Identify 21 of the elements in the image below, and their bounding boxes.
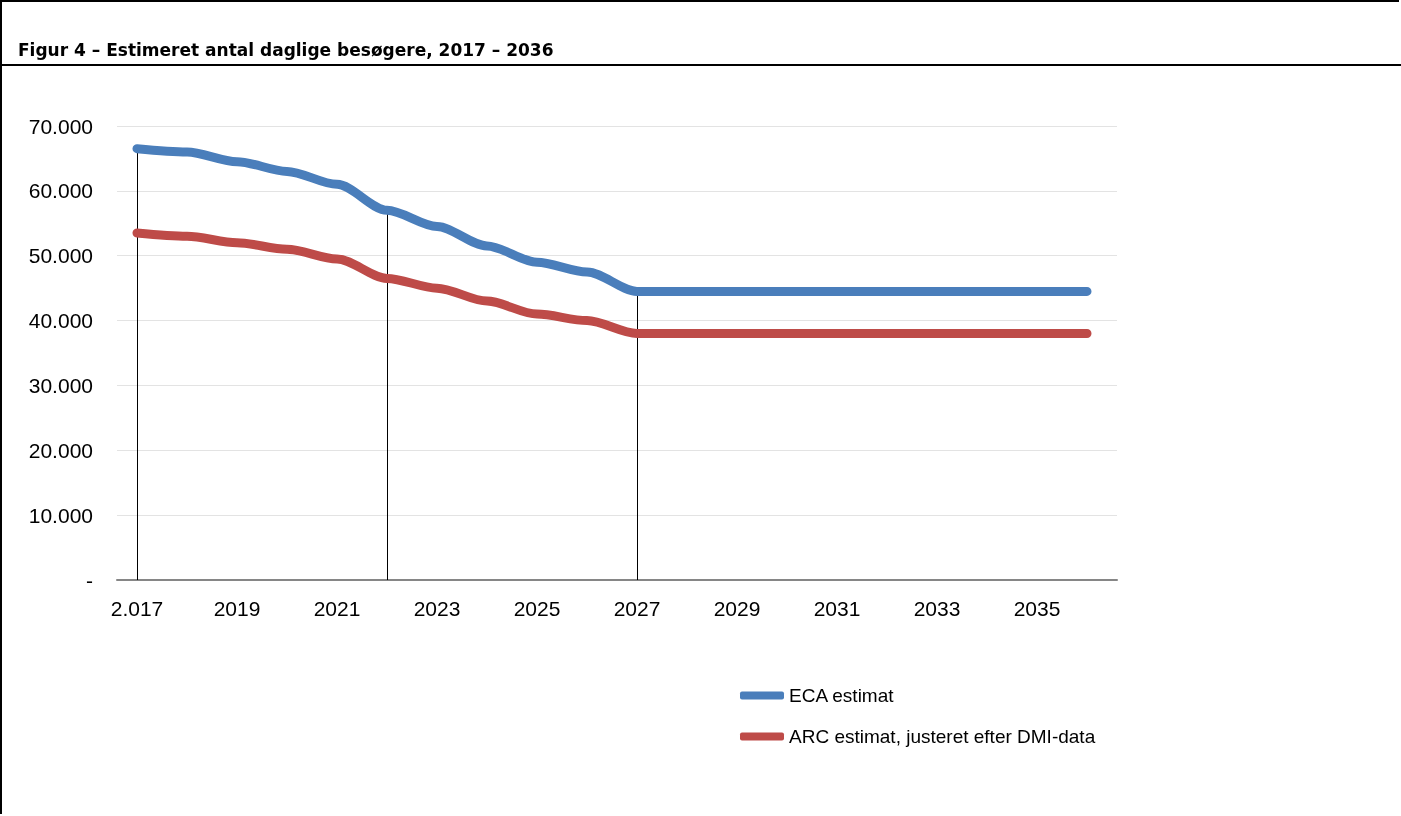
x-tick-label: 2031 [813, 597, 861, 620]
chart-title: Figur 4 – Estimeret antal daglige besøgere, 2017 – 2036 [18, 40, 554, 60]
y-tick-label: 50.000 [28, 244, 93, 268]
y-tick-label: 40.000 [28, 309, 93, 333]
x-tick-label: 2029 [713, 597, 761, 620]
legend-label: ARC estimat, justeret efter DMI-data [789, 726, 1096, 747]
x-tick-label: 2019 [213, 597, 261, 620]
y-tick-label: 30.000 [28, 373, 93, 397]
y-tick-label: 10.000 [28, 503, 93, 527]
x-tick-label: 2025 [513, 597, 561, 620]
y-tick-label: - [86, 568, 93, 592]
x-tick-label: 2021 [313, 597, 361, 620]
y-tick-label: 20.000 [28, 438, 93, 462]
legend-label: ECA estimat [789, 685, 895, 706]
x-tick-label: 2.017 [110, 597, 164, 620]
y-tick-label: 60.000 [28, 179, 93, 203]
x-tick-label: 2023 [413, 597, 461, 620]
x-tick-label: 2033 [913, 597, 961, 620]
x-tick-label: 2035 [1013, 597, 1061, 620]
y-tick-label: 70.000 [28, 114, 93, 138]
x-tick-label: 2027 [613, 597, 661, 620]
